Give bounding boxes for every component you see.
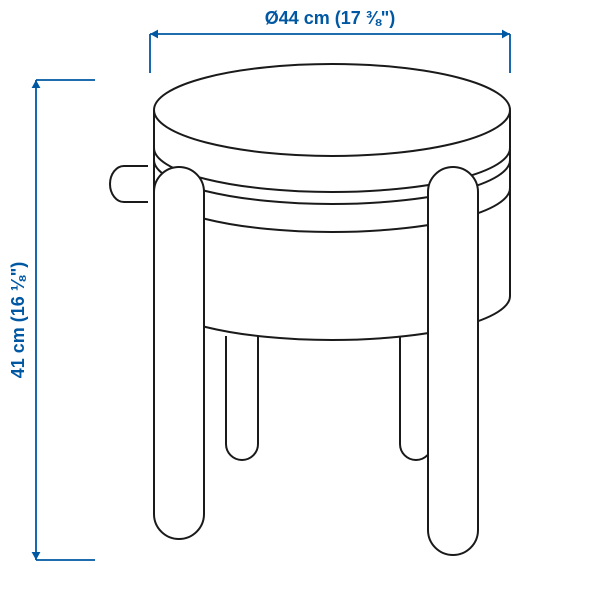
dim-label-width: Ø44 cm (17 ⅜")	[265, 8, 396, 28]
front-leg	[428, 167, 478, 555]
arrowhead-icon	[32, 552, 41, 560]
arrowhead-icon	[502, 30, 510, 39]
rear-leg	[226, 336, 258, 460]
dimension-diagram: Ø44 cm (17 ⅜") 41 cm (16 ⅛")	[0, 0, 605, 600]
dim-label-height: 41 cm (16 ⅛")	[8, 262, 28, 379]
side-knob	[110, 166, 148, 202]
arrowhead-icon	[32, 80, 41, 88]
front-leg	[154, 167, 204, 539]
stool-drawing	[110, 64, 510, 555]
seat-top	[154, 64, 510, 156]
arrowhead-icon	[150, 30, 158, 39]
